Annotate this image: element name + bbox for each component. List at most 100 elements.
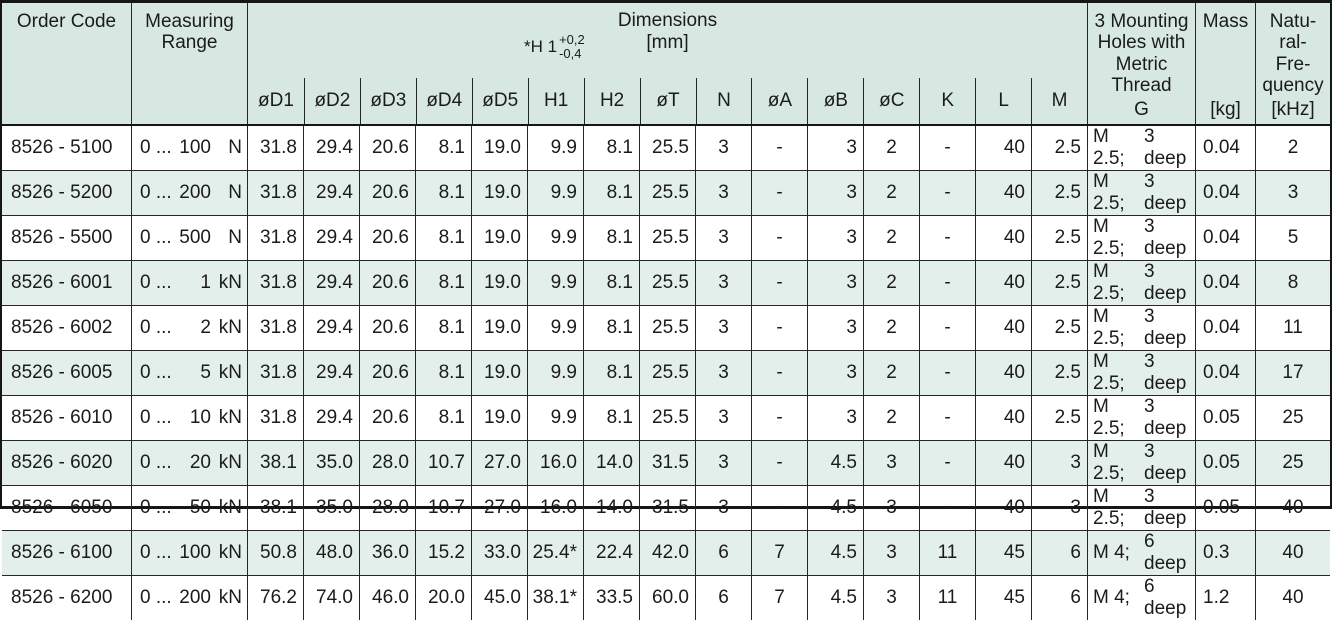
d4-cell: 8.1 xyxy=(416,126,472,170)
d5-cell: 19.0 xyxy=(472,171,528,215)
m-cell: 2.5 xyxy=(1032,216,1088,260)
measuring-range-label: Measuring Range xyxy=(145,11,234,54)
frequency-cell: 40 xyxy=(1282,587,1304,608)
measuring-range-cell: 0 ... 500 N xyxy=(132,216,248,260)
order-code-cell: 8526 - 6020 xyxy=(2,441,132,485)
d5-cell: 19.0 xyxy=(472,306,528,350)
k-cell: - xyxy=(920,351,976,395)
thread-size: M 2.5; xyxy=(1093,441,1125,484)
dim-col-header-d5: øD5 xyxy=(471,78,528,124)
m-cell: 2.5 xyxy=(1032,351,1088,395)
d4-cell: 8.1 xyxy=(416,396,472,440)
dim-col-header-a: øA xyxy=(751,78,807,124)
n-cell: 3 xyxy=(696,126,752,170)
k-cell: - xyxy=(920,216,976,260)
c-cell: 2 xyxy=(864,171,920,215)
frequency-unit: [kHz] xyxy=(1271,98,1315,120)
c-cell: 3 xyxy=(864,486,920,530)
h2-cell: 8.1 xyxy=(584,171,640,215)
dimensions-title-block: Dimensions [mm] *H 1 +0,2 -0,4 xyxy=(248,3,1087,78)
d3-cell: 20.6 xyxy=(360,261,416,305)
d4-cell: 8.1 xyxy=(416,216,472,260)
b-cell: 3 xyxy=(808,306,864,350)
l-cell: 40 xyxy=(976,486,1032,530)
range-prefix: 0 ... xyxy=(140,452,172,473)
t-cell: 25.5 xyxy=(640,351,696,395)
b-cell: 3 xyxy=(808,261,864,305)
frequency-cell: 25 xyxy=(1282,407,1304,428)
a-cell: - xyxy=(752,261,808,305)
measuring-range-cell: 0 ... 200 kN xyxy=(132,576,248,620)
d4-cell: 8.1 xyxy=(416,171,472,215)
range-unit: kN xyxy=(218,542,242,563)
frequency-cell: 8 xyxy=(1287,272,1299,293)
d5-cell: 19.0 xyxy=(472,396,528,440)
n-cell: 3 xyxy=(696,396,752,440)
thread-depth: 3 deep xyxy=(1144,396,1187,439)
mass-cell: 0.04 xyxy=(1196,261,1256,305)
t-cell: 25.5 xyxy=(640,126,696,170)
table-row: 8526 - 6020 0 ... 20 kN 38.1 35.0 28.0 1… xyxy=(2,440,1330,485)
d1-cell: 50.8 xyxy=(248,531,304,575)
range-unit: N xyxy=(228,137,242,158)
thread-size: M 2.5; xyxy=(1093,351,1125,394)
frequency-cell: 25 xyxy=(1282,452,1304,473)
table-body: 8526 - 5100 0 ... 100 N 31.8 29.4 20.6 8… xyxy=(2,126,1330,620)
thread-cell: M 2.5; 3 deep xyxy=(1088,171,1196,215)
thread-cell: M 2.5; 3 deep xyxy=(1088,306,1196,350)
l-cell: 40 xyxy=(976,351,1032,395)
col-header-mass: Mass [kg] xyxy=(1196,3,1256,124)
thread-cell: M 2.5; 3 deep xyxy=(1088,261,1196,305)
mass-cell: 0.04 xyxy=(1196,171,1256,215)
k-cell: - xyxy=(920,486,976,530)
a-cell: - xyxy=(752,126,808,170)
d1-cell: 31.8 xyxy=(248,171,304,215)
thread-size: M 2.5; xyxy=(1093,261,1125,304)
dim-col-header-d4: øD4 xyxy=(415,78,472,124)
table-row: 8526 - 6200 0 ... 200 kN 76.2 74.0 46.0 … xyxy=(2,575,1330,620)
m-cell: 2.5 xyxy=(1032,306,1088,350)
t-cell: 60.0 xyxy=(640,576,696,620)
k-cell: 11 xyxy=(920,576,976,620)
d2-cell: 29.4 xyxy=(304,216,360,260)
d3-cell: 20.6 xyxy=(360,351,416,395)
d3-cell: 20.6 xyxy=(360,126,416,170)
range-value: 10 xyxy=(189,407,211,428)
dim-col-header-k: K xyxy=(919,78,975,124)
range-value: 20 xyxy=(189,452,211,473)
c-cell: 2 xyxy=(864,306,920,350)
n-cell: 3 xyxy=(696,441,752,485)
d1-cell: 31.8 xyxy=(248,396,304,440)
thread-size: M 2.5; xyxy=(1093,306,1125,349)
order-code-cell: 8526 - 5200 xyxy=(2,171,132,215)
measuring-range-cell: 0 ... 200 N xyxy=(132,171,248,215)
d2-cell: 29.4 xyxy=(304,351,360,395)
frequency-cell: 2 xyxy=(1287,137,1299,158)
h2-cell: 8.1 xyxy=(584,351,640,395)
dimensions-unit: [mm] xyxy=(646,32,689,54)
b-cell: 4.5 xyxy=(808,576,864,620)
range-value: 200 xyxy=(179,182,211,203)
order-code-cell: 8526 - 6010 xyxy=(2,396,132,440)
h1-cell: 9.9 xyxy=(528,261,584,305)
order-code-cell: 8526 - 6001 xyxy=(2,261,132,305)
frequency-cell: 40 xyxy=(1282,542,1304,563)
d1-cell: 31.8 xyxy=(248,216,304,260)
d5-cell: 45.0 xyxy=(472,576,528,620)
range-value: 500 xyxy=(179,227,211,248)
a-cell: - xyxy=(752,441,808,485)
c-cell: 3 xyxy=(864,576,920,620)
range-prefix: 0 ... xyxy=(140,587,172,608)
table-row: 8526 - 6050 0 ... 50 kN 38.1 35.0 28.0 1… xyxy=(2,485,1330,530)
tolerance-prefix: *H 1 xyxy=(524,37,558,57)
thread-size: M 2.5; xyxy=(1093,216,1125,259)
t-cell: 25.5 xyxy=(640,216,696,260)
d5-cell: 19.0 xyxy=(472,216,528,260)
thread-cell: M 2.5; 3 deep xyxy=(1088,486,1196,530)
mass-cell: 1.2 xyxy=(1196,576,1256,620)
h1-cell: 9.9 xyxy=(528,351,584,395)
k-cell: - xyxy=(920,261,976,305)
mounting-line: Thread xyxy=(1111,74,1172,96)
mass-cell: 0.05 xyxy=(1196,396,1256,440)
h2-cell: 33.5 xyxy=(584,576,640,620)
